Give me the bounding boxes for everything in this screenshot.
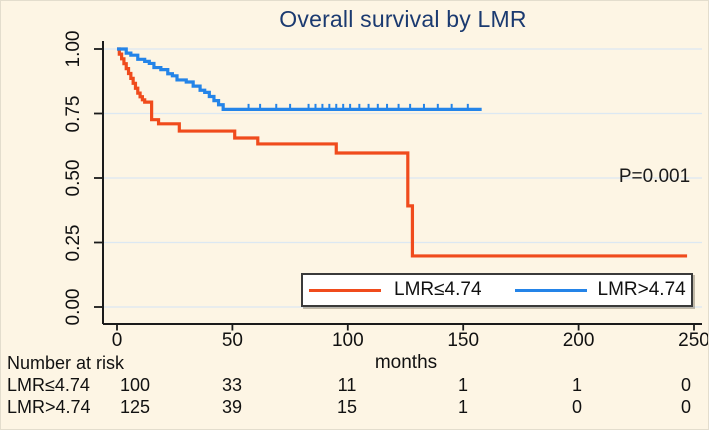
risk-count: 39 <box>221 397 243 417</box>
legend-line-red-icon <box>309 288 381 292</box>
x-tick-label: 0 <box>111 330 123 351</box>
risk-row-label-lmr-low: LMR≤4.74 <box>7 375 90 395</box>
x-tick-label: 200 <box>562 330 595 351</box>
legend-box: LMR≤4.74 LMR>4.74 <box>301 273 693 307</box>
risk-count: 0 <box>571 397 583 417</box>
risk-count: 125 <box>119 397 151 417</box>
x-tick-label: 150 <box>447 330 480 351</box>
x-tick-label: 50 <box>221 330 243 351</box>
risk-count: 15 <box>336 397 358 417</box>
legend-line-blue-icon <box>514 288 587 292</box>
risk-table-title: Number at risk <box>7 353 125 373</box>
km-curve-lmr-low <box>117 47 688 258</box>
risk-count: 1 <box>571 375 583 395</box>
risk-count: 1 <box>457 397 469 417</box>
risk-count: 0 <box>680 397 692 417</box>
y-tick-label: 0.00 <box>63 288 84 326</box>
x-tick-label: 250 <box>678 330 709 351</box>
y-tick-label: 0.50 <box>63 159 84 197</box>
legend-label-lmr-high: LMR>4.74 <box>597 279 686 300</box>
y-tick-label: 0.75 <box>63 95 84 132</box>
risk-row-label-lmr-high: LMR>4.74 <box>7 397 91 417</box>
x-axis-label: months <box>374 352 438 373</box>
risk-count: 0 <box>680 375 692 395</box>
y-tick-label: 0.25 <box>63 224 84 261</box>
p-value-annotation: P=0.001 <box>618 166 691 187</box>
risk-count: 11 <box>337 375 357 395</box>
chart-title: Overall survival by LMR <box>279 6 527 32</box>
risk-count: 100 <box>119 375 151 395</box>
legend-label-lmr-low: LMR≤4.74 <box>394 279 482 300</box>
km-curve-lmr-high <box>117 47 482 111</box>
y-tick-label: 1.00 <box>63 30 84 68</box>
risk-count: 1 <box>457 375 469 395</box>
x-tick-label: 100 <box>331 330 364 351</box>
risk-count: 33 <box>221 375 243 395</box>
